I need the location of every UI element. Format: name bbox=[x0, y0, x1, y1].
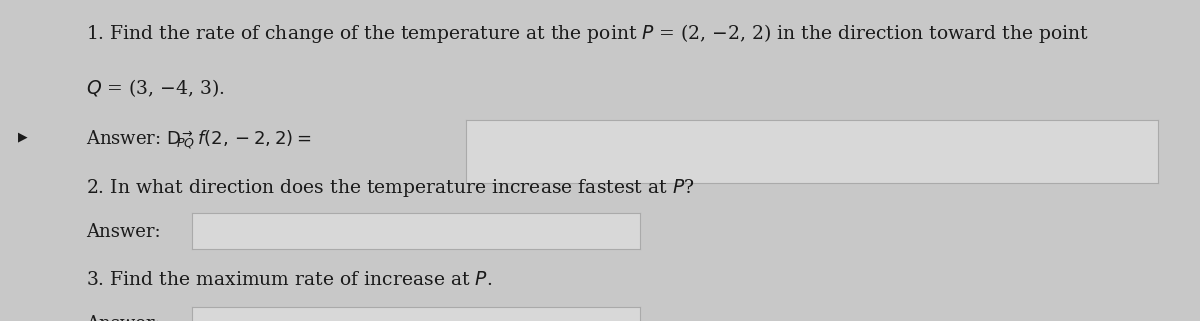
Text: Answer:: Answer: bbox=[86, 223, 161, 241]
Text: Answer:: Answer: bbox=[86, 315, 161, 321]
Text: 3. Find the maximum rate of increase at $P$.: 3. Find the maximum rate of increase at … bbox=[86, 271, 493, 289]
Text: 2. In what direction does the temperature increase fastest at $P$?: 2. In what direction does the temperatur… bbox=[86, 177, 695, 199]
Text: ▶: ▶ bbox=[18, 130, 28, 143]
Text: Answer: $\mathrm{D}_{\!\!\overrightarrow{PQ}} \, f(2, -2, 2) =$: Answer: $\mathrm{D}_{\!\!\overrightarrow… bbox=[86, 128, 312, 151]
Text: $Q$ = (3, $-$4, 3).: $Q$ = (3, $-$4, 3). bbox=[86, 77, 224, 99]
Text: 1. Find the rate of change of the temperature at the point $P$ = (2, $-$2, 2) in: 1. Find the rate of change of the temper… bbox=[86, 22, 1090, 46]
